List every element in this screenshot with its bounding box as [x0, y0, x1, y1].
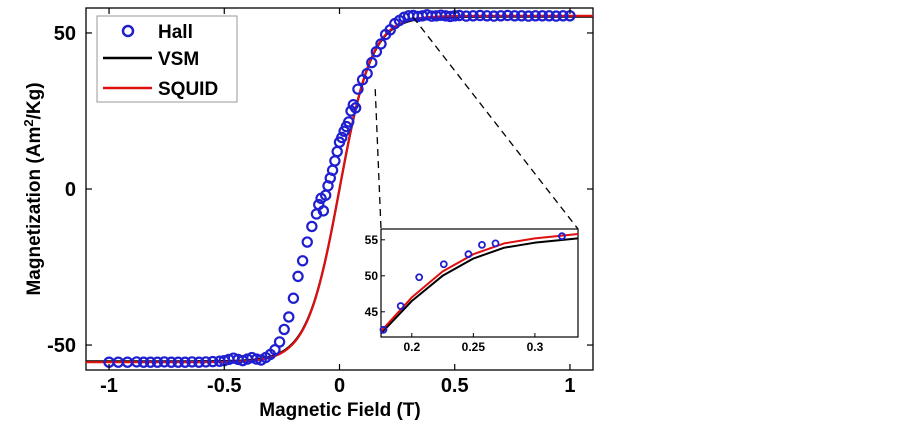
x-tick-label: -0.5 [207, 375, 241, 397]
inset-hall-point [464, 250, 473, 259]
hall-point [515, 10, 528, 22]
hall-point [292, 270, 304, 283]
hall-point [172, 356, 184, 368]
hall-point [349, 102, 362, 114]
hall-point [508, 10, 521, 22]
inset-hall-point [439, 260, 448, 269]
hall-point [158, 356, 171, 368]
hall-point [186, 356, 198, 368]
hall-point [306, 220, 318, 233]
inset-y-tick-label: 50 [365, 269, 379, 283]
legend-vsm-label: VSM [158, 49, 199, 70]
hall-point [495, 10, 507, 22]
inset-hall-point [491, 239, 500, 248]
main-x-ticks: -1 -0.5 0 0.5 1 [100, 8, 576, 397]
hall-point [193, 356, 205, 368]
hall-point [336, 131, 348, 144]
hall-point [144, 356, 157, 368]
x-axis-label: Magnetic Field (T) [259, 400, 421, 421]
x-tick-label: 0.5 [441, 375, 469, 397]
hall-point [273, 336, 286, 348]
hall-point [502, 9, 514, 22]
hall-point [151, 356, 164, 368]
hall-point [460, 10, 472, 22]
inset-curves-layer [380, 233, 579, 335]
hall-point [200, 356, 212, 368]
hall-point [529, 10, 542, 22]
inset-x-tick-label: 0.2 [403, 340, 420, 354]
inset-hall-points-layer [379, 232, 566, 334]
inset-x-tick-label: 0.3 [527, 340, 544, 354]
y-tick-label: -50 [47, 335, 76, 357]
hall-point [343, 116, 355, 128]
hall-point [522, 10, 535, 22]
inset-y-tick-label: 45 [365, 305, 379, 319]
legend: Hall VSM SQUID [96, 15, 238, 103]
hall-point [301, 236, 313, 248]
y-tick-label: 0 [65, 179, 76, 201]
hall-point [179, 356, 191, 368]
hall-point [207, 355, 219, 368]
legend-hall-label: Hall [158, 22, 193, 43]
main-y-ticks: -50 0 50 [47, 23, 593, 357]
hall-point [481, 10, 493, 22]
inset-hall-point [478, 240, 486, 249]
hall-point [361, 67, 373, 80]
zoom-line-right [412, 16, 579, 230]
inset-vsm-curve [380, 237, 579, 335]
inset-hall-point [558, 232, 566, 241]
x-tick-label: 0 [334, 375, 345, 397]
inset-y-tick-label: 55 [365, 233, 379, 247]
inset-y-ticks: 45 50 55 [365, 233, 385, 319]
hall-point [375, 38, 387, 50]
hall-point [543, 10, 555, 22]
hall-point [137, 356, 150, 368]
inset-x-tick-label: 0.25 [462, 340, 486, 354]
hall-point [453, 9, 466, 22]
hall-point [287, 292, 300, 304]
x-tick-label: 1 [564, 375, 575, 397]
inset-hall-point [415, 273, 424, 282]
hall-point [278, 323, 290, 336]
hall-point [557, 10, 569, 22]
hall-point [352, 83, 364, 95]
hall-points-layer [103, 9, 576, 368]
legend-hall-marker [121, 24, 135, 38]
y-axis-label: Magnetization (Am2/Kg) [21, 82, 46, 295]
y-tick-label: 50 [54, 23, 76, 45]
hall-point [296, 255, 309, 267]
inset-zoom-plot: 0.2 0.25 0.3 45 50 55 [365, 228, 579, 354]
hall-point [550, 10, 562, 22]
inset-x-ticks: 0.2 0.25 0.3 [403, 333, 544, 354]
hall-point [366, 56, 378, 69]
legend-squid-label: SQUID [158, 79, 218, 100]
hall-point [467, 10, 479, 22]
hall-point [130, 356, 143, 368]
hall-point [474, 9, 486, 22]
squid-curve [86, 14, 593, 364]
hall-point [283, 311, 295, 323]
inset-hall-point [379, 325, 388, 334]
inset-squid-curve [380, 233, 579, 332]
zoom-connector-lines [374, 16, 579, 230]
x-tick-label: -1 [100, 375, 118, 397]
inset-hall-point [396, 302, 405, 310]
hall-point [165, 356, 177, 368]
hall-point [317, 205, 330, 217]
hall-point [536, 10, 549, 22]
main-curves-layer [86, 14, 593, 364]
hall-point [488, 10, 500, 22]
